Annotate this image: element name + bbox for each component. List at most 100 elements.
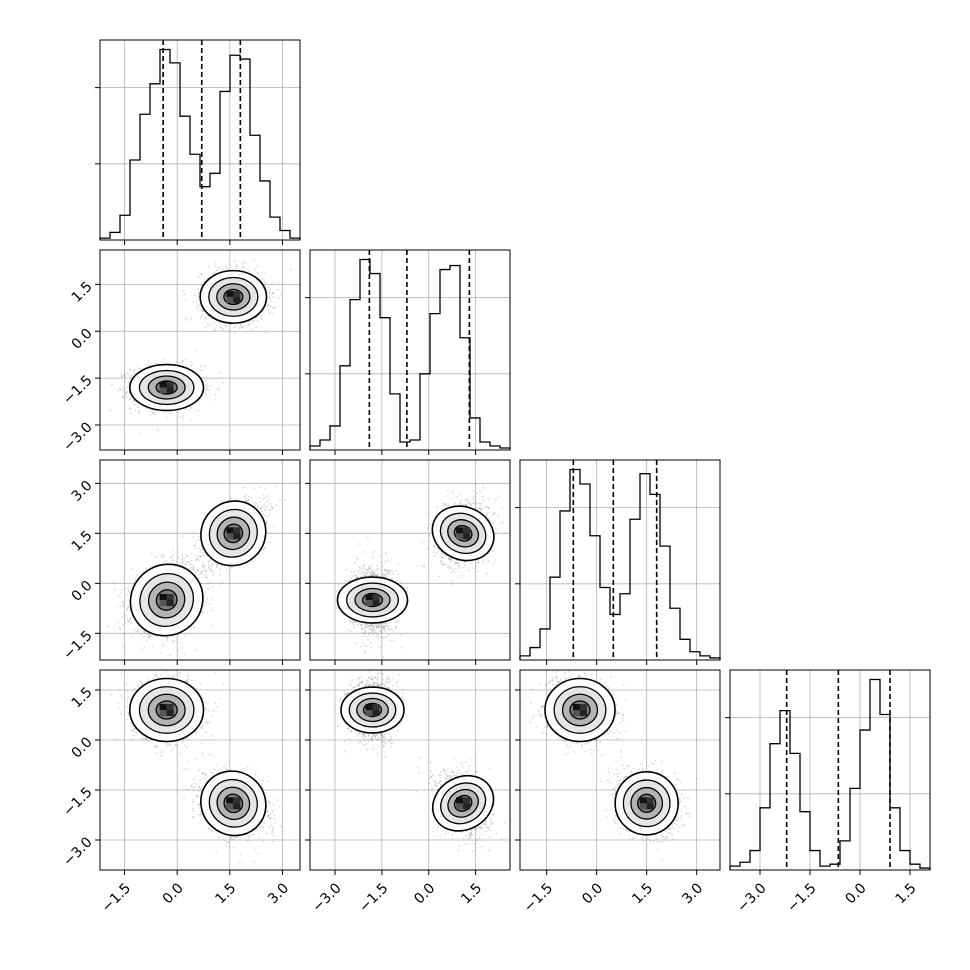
scatter-point xyxy=(163,555,165,558)
scatter-point xyxy=(119,605,121,608)
scatter-point xyxy=(259,508,262,510)
scatter-point xyxy=(204,326,207,329)
scatter-point xyxy=(225,266,228,269)
scatter-point xyxy=(142,631,145,633)
scatter-point xyxy=(124,394,127,397)
scatter-point xyxy=(122,612,125,615)
scatter-point xyxy=(118,388,121,390)
scatter-point xyxy=(212,273,214,275)
scatter-point xyxy=(272,306,275,309)
scatter-point xyxy=(121,386,124,388)
scatter-point xyxy=(122,645,125,648)
scatter-point xyxy=(137,624,139,627)
grid-lines xyxy=(310,250,510,450)
scatter-point xyxy=(243,325,246,328)
scatter-point xyxy=(110,383,113,386)
scatter-point xyxy=(150,553,152,555)
scatter-point xyxy=(178,556,181,559)
scatter-point xyxy=(186,554,189,557)
scatter-point xyxy=(137,406,140,408)
scatter-point xyxy=(270,504,273,507)
histogram-0 xyxy=(99,48,301,240)
histogram-3 xyxy=(729,678,931,870)
scatter-point xyxy=(266,501,268,504)
scatter-point xyxy=(265,520,268,523)
scatter-point xyxy=(192,567,195,570)
scatter-point xyxy=(206,597,209,600)
scatter-point xyxy=(152,411,155,414)
scatter-point xyxy=(146,408,149,410)
scatter-point xyxy=(241,326,244,329)
scatter-point xyxy=(184,564,187,566)
y-tick-label: −1.5 xyxy=(60,372,95,407)
scatter-point xyxy=(195,571,197,574)
scatter-point xyxy=(137,630,140,633)
scatter-point xyxy=(193,626,195,629)
scatter-point xyxy=(126,607,129,610)
scatter-point xyxy=(178,362,181,365)
scatter-point xyxy=(129,591,131,594)
scatter-point xyxy=(190,559,193,562)
scatter-point xyxy=(147,635,150,638)
scatter-point xyxy=(123,633,125,635)
scatter-point xyxy=(265,522,268,525)
scatter-point xyxy=(139,367,142,370)
scatter-point xyxy=(211,598,214,601)
scatter-point xyxy=(207,388,210,391)
scatter-point xyxy=(269,305,271,308)
scatter-point xyxy=(208,602,211,605)
scatter-point xyxy=(218,388,221,390)
scatter-point xyxy=(204,317,207,320)
peak-cell xyxy=(166,387,174,394)
scatter-point xyxy=(200,272,203,275)
scatter-point xyxy=(129,617,132,620)
scatter-point xyxy=(136,367,139,369)
scatter-point xyxy=(277,281,280,284)
scatter-point xyxy=(172,549,175,552)
scatter-point xyxy=(250,328,253,331)
histogram-panel-2-frame xyxy=(519,459,721,661)
scatter-point xyxy=(211,565,213,568)
scatter-point xyxy=(121,601,124,604)
scatter-point xyxy=(204,383,207,386)
scatter-point xyxy=(204,576,207,578)
scatter-point xyxy=(128,381,130,384)
x-tick-label: 1.5 xyxy=(893,880,920,907)
x-tick-label: 0.0 xyxy=(843,880,870,907)
scatter-point xyxy=(117,621,120,624)
scatter-point xyxy=(161,645,164,648)
scatter-point xyxy=(214,399,217,401)
scatter-point xyxy=(133,580,135,583)
scatter-point xyxy=(165,416,168,419)
scatter-point xyxy=(133,372,136,375)
scatter-point xyxy=(220,326,222,329)
scatter-point xyxy=(268,291,271,294)
scatter-point xyxy=(127,588,130,591)
scatter-point xyxy=(264,497,266,499)
scatter-point xyxy=(193,530,195,533)
scatter-point xyxy=(135,574,138,577)
scatter-point xyxy=(267,296,270,298)
scatter-point xyxy=(147,360,150,363)
scatter-point xyxy=(119,388,122,391)
scatter-point xyxy=(260,316,263,319)
scatter-point xyxy=(268,311,271,314)
scatter-point xyxy=(207,561,210,563)
scatter-point xyxy=(169,654,172,657)
scatter-point xyxy=(247,324,250,327)
scatter-point xyxy=(195,306,198,309)
scatter-point xyxy=(126,385,128,388)
scatter-point xyxy=(102,635,105,638)
scatter-point xyxy=(151,412,154,414)
scatter-point xyxy=(181,360,184,363)
scatter-point xyxy=(219,269,222,272)
scatter-point xyxy=(163,358,166,361)
scatter-point xyxy=(181,290,184,292)
scatter-point xyxy=(177,411,180,414)
scatter-point xyxy=(199,572,202,575)
scatter-point xyxy=(129,622,132,625)
density-peak xyxy=(226,290,241,303)
scatter-point xyxy=(184,317,187,320)
scatter-point xyxy=(171,559,174,562)
scatter-point xyxy=(190,552,193,555)
